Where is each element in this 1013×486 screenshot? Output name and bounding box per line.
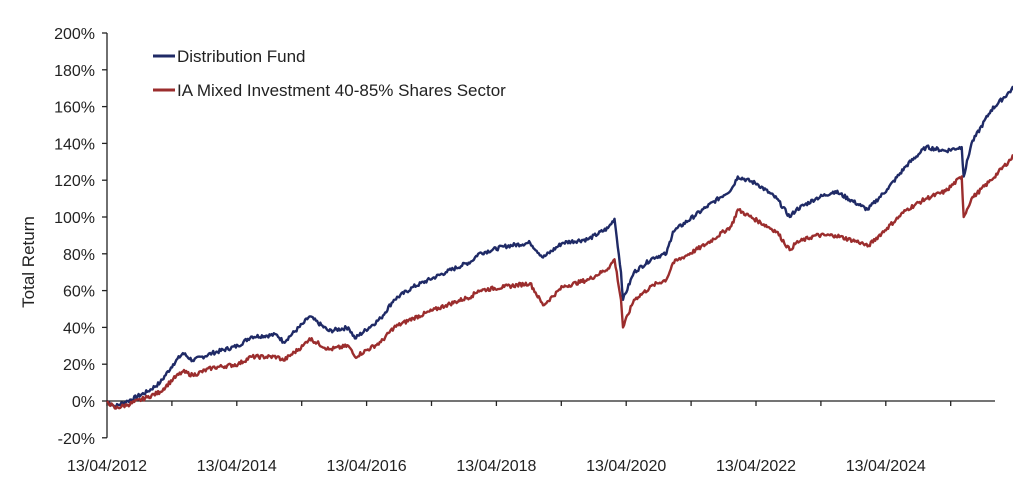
legend: Distribution Fund IA Mixed Investment 40…	[153, 47, 506, 100]
series-line-distribution-fund	[106, 85, 1013, 409]
y-axis: -20% 0% 20% 40% 60% 80% 100% 120% 140% 160% 180% 20…	[54, 26, 108, 448]
y-tick-label: 100%	[54, 210, 95, 227]
x-tick-label: 13/04/2024	[846, 458, 926, 475]
x-tick-label: 13/04/2012	[67, 458, 147, 475]
x-tick-label: 13/04/2022	[716, 458, 796, 475]
x-tick-label: 13/04/2016	[327, 458, 407, 475]
x-axis: 13/04/2012 13/04/2014 13/04/2016 13/04/2018…	[67, 400, 995, 475]
y-tick-label: 120%	[54, 173, 95, 190]
y-tick-label: 60%	[63, 284, 95, 301]
y-tick-label: 200%	[54, 26, 95, 43]
y-tick-label: 20%	[63, 357, 95, 374]
y-tick-label: 40%	[63, 320, 95, 337]
y-tick-label: 0%	[72, 394, 95, 411]
legend-label-sector: IA Mixed Investment 40-85% Shares Sector	[177, 81, 506, 100]
x-tick-label: 13/04/2020	[586, 458, 666, 475]
y-axis-title: Total Return	[19, 216, 38, 308]
legend-item-distribution-fund: Distribution Fund	[153, 47, 306, 66]
series-line-sector	[106, 154, 1013, 410]
legend-item-sector: IA Mixed Investment 40-85% Shares Sector	[153, 81, 506, 100]
legend-label-distribution-fund: Distribution Fund	[177, 47, 306, 66]
y-tick-label: 140%	[54, 136, 95, 153]
x-tick-label: 13/04/2014	[197, 458, 277, 475]
y-tick-label: 180%	[54, 63, 95, 80]
y-tick-label: 80%	[63, 247, 95, 264]
series-lines	[106, 85, 1013, 410]
y-tick-label: -20%	[58, 431, 95, 448]
y-tick-label: 160%	[54, 100, 95, 117]
x-tick-label: 13/04/2018	[456, 458, 536, 475]
